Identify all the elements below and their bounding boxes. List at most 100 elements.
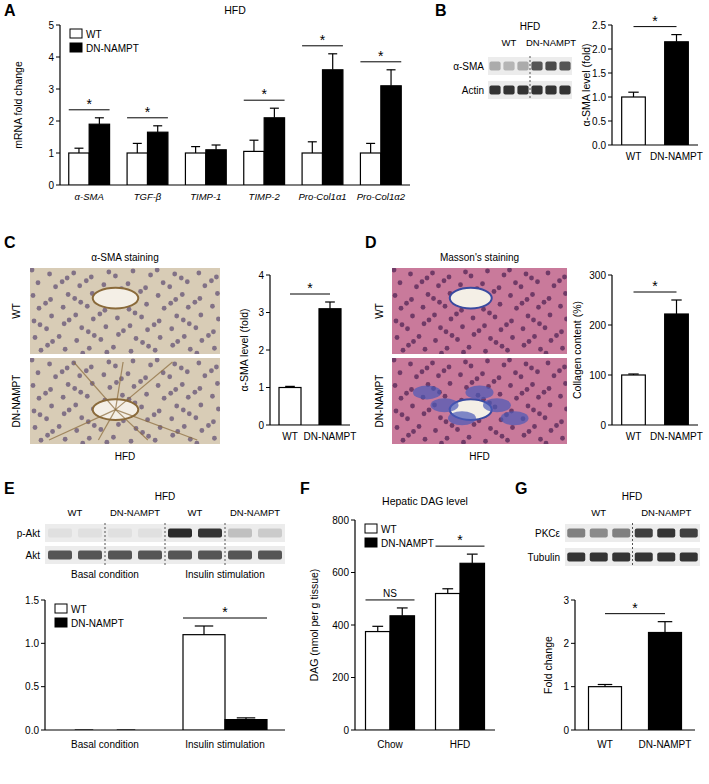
nucleus (188, 347, 193, 352)
significance-label: * (652, 278, 658, 294)
y-axis (611, 275, 612, 425)
nucleus (535, 369, 540, 374)
nucleus (543, 415, 548, 420)
blot-title: HFD (622, 491, 643, 502)
nucleus (520, 391, 525, 396)
nucleus (492, 379, 497, 384)
blot-group-label: WT (188, 507, 203, 518)
y-tick (41, 686, 45, 687)
nucleus (532, 424, 537, 429)
nucleus (215, 381, 220, 386)
nucleus (74, 428, 79, 433)
nucleus (216, 317, 220, 322)
nucleus (443, 304, 448, 309)
blot-band (198, 551, 222, 560)
blot-band (567, 553, 585, 562)
nucleus (488, 336, 493, 341)
nucleus (180, 382, 185, 387)
significance-label: * (652, 13, 658, 29)
y-tick-label: 0.0 (592, 140, 606, 151)
y-axis-label: Fold change (542, 636, 554, 694)
nucleus (173, 387, 178, 392)
blot-band (108, 529, 132, 538)
y-tick-label: 300 (589, 270, 606, 281)
nucleus (558, 304, 563, 309)
blot-band (680, 529, 698, 538)
bars (69, 54, 402, 185)
legend-swatch (365, 538, 377, 547)
nucleus (132, 384, 137, 389)
nucleus (153, 438, 158, 443)
nucleus (47, 272, 52, 277)
error-bar (628, 374, 638, 375)
y-tick-label: 200 (332, 672, 349, 683)
nucleus (86, 329, 91, 334)
blot-band (78, 551, 102, 560)
nucleus (483, 439, 488, 444)
error-bar (75, 730, 93, 731)
y-axis-label: DAG (nmol per g tissue) (308, 569, 320, 682)
nucleus (447, 275, 452, 280)
nucleus (49, 314, 54, 319)
bars (75, 626, 267, 730)
nucleus (425, 276, 430, 281)
nucleus (43, 391, 48, 396)
nucleus (50, 339, 55, 344)
y-tick (351, 625, 355, 626)
nucleus (212, 436, 217, 441)
blot-band (657, 553, 675, 562)
y-tick (571, 730, 575, 731)
nucleus (32, 319, 37, 324)
nucleus (420, 369, 425, 374)
nucleus (113, 364, 118, 369)
nucleus (115, 316, 120, 321)
blot-group-label: DN-NAMPT (110, 507, 160, 518)
nucleus (144, 392, 149, 397)
nucleus (500, 344, 505, 349)
error-cap (628, 92, 638, 93)
nucleus (196, 361, 201, 366)
nucleus (445, 346, 450, 351)
tissue (30, 268, 220, 354)
nucleus (62, 321, 67, 326)
nucleus (548, 313, 553, 318)
blot-band (108, 551, 132, 560)
y-tick-label: 0.0 (25, 725, 39, 736)
nucleus (65, 366, 70, 371)
nucleus (174, 404, 179, 409)
error-cap (308, 141, 317, 142)
micrograph-row-label: DN-NAMPT (374, 375, 385, 428)
nucleus (469, 274, 474, 279)
nucleus (92, 423, 97, 428)
bar (63, 729, 105, 730)
legend-swatch (70, 43, 82, 52)
nucleus (202, 373, 207, 378)
blot-group-label: WT (68, 507, 83, 518)
category-label: WT (626, 431, 642, 442)
y-axis-label: α-SMA level (fold) (580, 43, 592, 126)
error-bar (249, 140, 258, 151)
nucleus (546, 361, 551, 366)
y-tick-label: 2 (48, 116, 54, 127)
nucleus (560, 346, 565, 351)
nucleus (394, 319, 399, 324)
nucleus (401, 348, 406, 353)
y-tick-label: 0.5 (592, 116, 606, 127)
staining (116, 362, 173, 410)
nucleus (97, 312, 102, 317)
bar (183, 635, 225, 730)
blot-band (635, 553, 653, 562)
bar (665, 42, 689, 145)
nucleus (470, 380, 475, 385)
bar-chart: GFold change0123WTDN-NAMPT* (515, 480, 695, 750)
significance-label: * (222, 604, 228, 620)
bar-chart: Bα-SMA level (fold)0.00.51.01.52.02.5WTD… (435, 2, 703, 162)
error-line (215, 145, 216, 150)
nucleus (79, 325, 84, 330)
blot-separator (105, 523, 106, 565)
nucleus (172, 362, 177, 367)
blot-band (168, 551, 192, 560)
error-bar (153, 126, 162, 132)
micrograph: Masson's stainingWTDN-NAMPTHFD (374, 252, 569, 462)
nucleus (206, 423, 211, 428)
